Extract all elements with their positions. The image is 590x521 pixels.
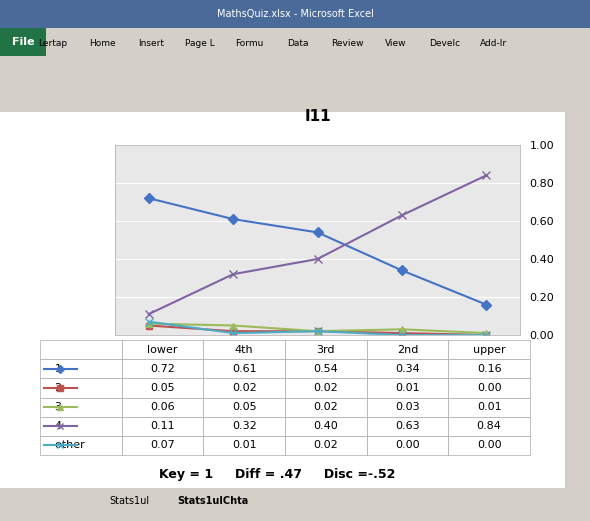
Text: View: View bbox=[385, 40, 407, 48]
other bbox=[483, 332, 490, 338]
3 bbox=[483, 330, 490, 336]
Text: Develc: Develc bbox=[430, 40, 460, 48]
2 bbox=[230, 328, 237, 334]
1 bbox=[145, 195, 152, 201]
Line: 2: 2 bbox=[145, 322, 490, 339]
other bbox=[314, 328, 321, 334]
3 bbox=[230, 322, 237, 329]
other bbox=[398, 332, 405, 338]
1 bbox=[314, 229, 321, 235]
Text: Stats1ul: Stats1ul bbox=[110, 496, 150, 506]
Text: Ready: Ready bbox=[12, 500, 42, 510]
Text: Lertap: Lertap bbox=[38, 40, 68, 48]
3 bbox=[145, 320, 152, 327]
4 bbox=[483, 172, 490, 179]
Text: Home: Home bbox=[88, 40, 116, 48]
1 bbox=[398, 267, 405, 274]
2 bbox=[145, 322, 152, 329]
4 bbox=[230, 271, 237, 277]
Line: 3: 3 bbox=[145, 320, 490, 337]
3 bbox=[314, 328, 321, 334]
Text: MathsQuiz.xlsx - Microsoft Excel: MathsQuiz.xlsx - Microsoft Excel bbox=[217, 9, 373, 19]
Text: File: File bbox=[12, 37, 34, 47]
4 bbox=[145, 311, 152, 317]
Text: Stats1ulChta: Stats1ulChta bbox=[177, 496, 248, 506]
2 bbox=[483, 332, 490, 338]
4 bbox=[398, 212, 405, 218]
1 bbox=[230, 216, 237, 222]
other bbox=[145, 318, 152, 325]
Text: Insert: Insert bbox=[138, 40, 164, 48]
Line: 1: 1 bbox=[145, 195, 490, 308]
2 bbox=[314, 328, 321, 334]
Text: Page L: Page L bbox=[185, 40, 215, 48]
Line: other: other bbox=[145, 317, 490, 339]
Text: Add-Ir: Add-Ir bbox=[480, 40, 507, 48]
1 bbox=[483, 302, 490, 308]
Text: Formu: Formu bbox=[235, 40, 263, 48]
Text: Key = 1     Diff = .47     Disc =-.52: Key = 1 Diff = .47 Disc =-.52 bbox=[159, 468, 395, 481]
Text: I11: I11 bbox=[304, 109, 331, 124]
3 bbox=[398, 326, 405, 332]
Text: Data: Data bbox=[287, 40, 309, 48]
Line: 4: 4 bbox=[145, 171, 490, 318]
4 bbox=[314, 256, 321, 262]
other bbox=[230, 330, 237, 336]
Text: Review: Review bbox=[330, 40, 363, 48]
2 bbox=[398, 330, 405, 336]
